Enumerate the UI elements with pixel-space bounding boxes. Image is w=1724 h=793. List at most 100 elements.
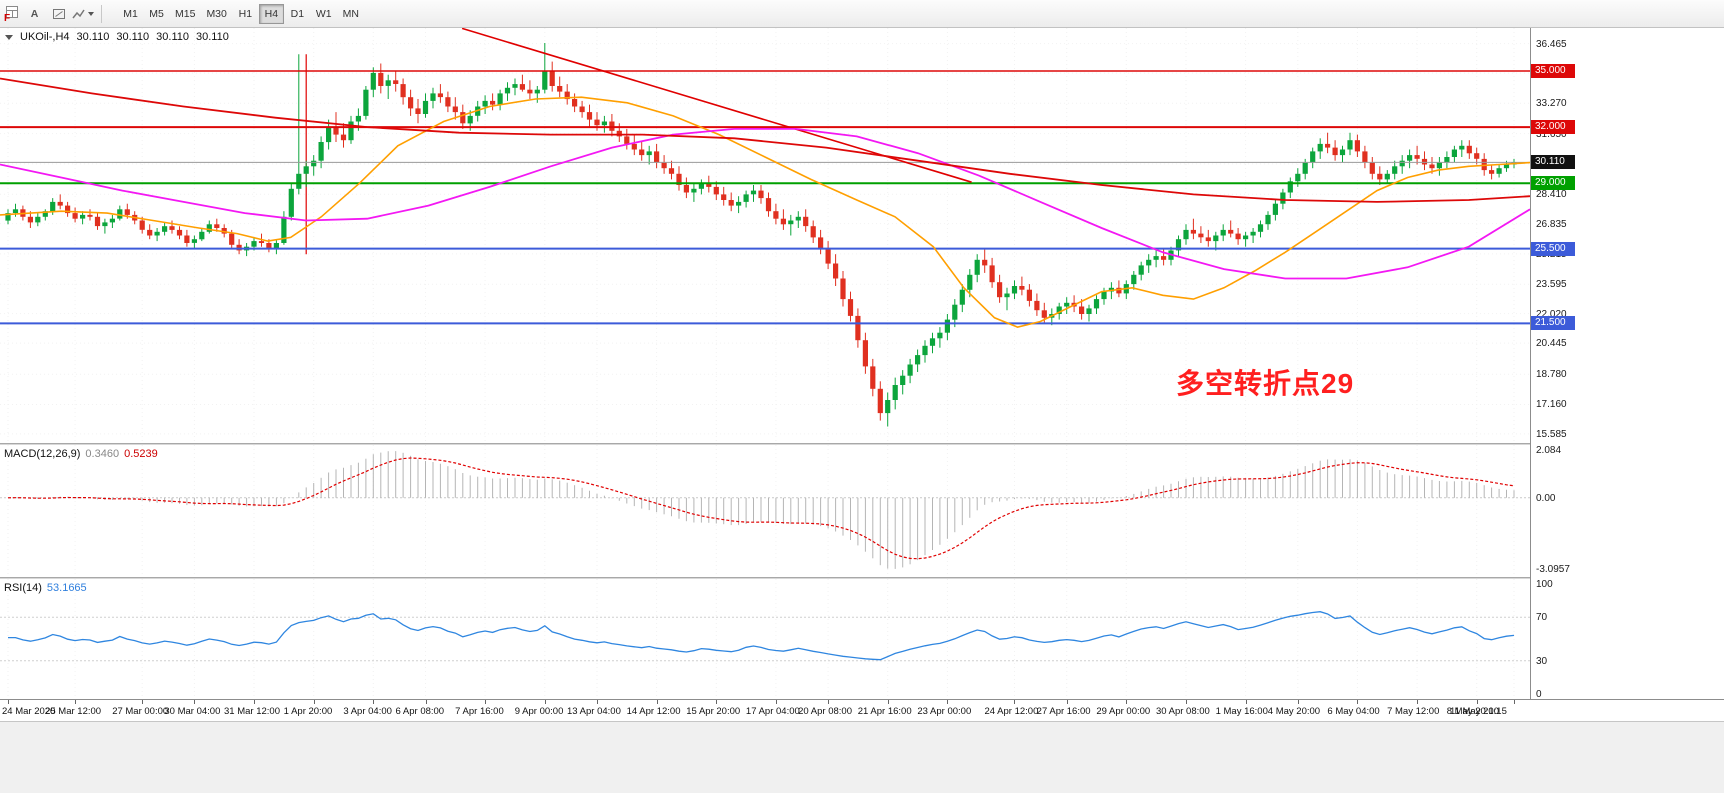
time-tick <box>1297 700 1299 704</box>
window-bottom-area <box>0 721 1724 793</box>
time-tick <box>425 700 427 704</box>
macd-label: MACD(12,26,9) 0.3460 0.5239 <box>4 448 158 460</box>
indicators-dropdown-icon[interactable] <box>71 3 94 25</box>
rsi-label: RSI(14) 53.1665 <box>4 582 87 594</box>
time-axis-label: 7 May 12:00 <box>1387 706 1440 717</box>
time-tick <box>1245 700 1247 704</box>
time-axis-label: 27 Mar 00:00 <box>112 706 169 717</box>
time-axis-label: 13 Apr 04:00 <box>566 706 621 717</box>
time-axis-label: 4 May 20:00 <box>1267 706 1321 717</box>
price-axis-label: 17.160 <box>1536 399 1567 411</box>
time-axis-label: 6 Apr 08:00 <box>395 706 445 717</box>
macd-panel[interactable]: MACD(12,26,9) 0.3460 0.5239 <box>0 445 1530 577</box>
macd-canvas[interactable] <box>0 445 1530 577</box>
panel-separator[interactable] <box>0 443 1724 445</box>
rsi-axis-label: 30 <box>1536 655 1548 667</box>
forex-f-icon: F <box>4 13 11 24</box>
chart-annotation-text: 多空转折点29 <box>1176 368 1355 399</box>
time-tick <box>1014 700 1016 704</box>
time-axis-label: 27 Apr 16:00 <box>1036 706 1091 717</box>
toolbar-divider <box>101 4 102 23</box>
timeframe-m15-button[interactable]: M15 <box>175 7 196 20</box>
toolbar: F A M1 M5 M15 M30 H1 H4 D1 W1 MN <box>0 0 1724 28</box>
time-axis-label: 20 Apr 08:00 <box>798 706 852 717</box>
ohlc-low: 30.110 <box>156 31 189 43</box>
time-axis-label: 17 Apr 04:00 <box>745 706 800 717</box>
time-tick <box>775 700 777 704</box>
time-axis-label: 25 Mar 12:00 <box>45 706 102 717</box>
objects-tool-icon[interactable] <box>49 3 69 25</box>
time-tick <box>544 700 546 704</box>
candlestick-canvas[interactable] <box>0 27 1531 443</box>
timeframe-buttons: M1 M5 M15 M30 H1 H4 D1 W1 MN <box>118 3 365 24</box>
timeframe-m5-button[interactable]: M5 <box>149 7 164 20</box>
time-axis-label: 9 Apr 00:00 <box>514 706 564 717</box>
time-axis[interactable]: 24 Mar 2020 25 Mar 12:00 27 Mar 00:00 30 Ma… <box>0 699 1724 721</box>
time-axis-label: 3 Apr 04:00 <box>343 706 392 717</box>
chart-window-icon[interactable] <box>2 1 22 23</box>
price-axis-label: 31.650 <box>1536 128 1567 140</box>
time-tick <box>596 700 598 704</box>
time-axis-label: 7 Apr 16:00 <box>455 706 504 717</box>
level-price-badge: 29.000 <box>1531 176 1575 191</box>
time-axis-label: 1 May 16:00 <box>1215 706 1268 717</box>
time-axis-label: 1 Apr 20:00 <box>283 706 333 717</box>
time-axis-label: 29 Apr 00:00 <box>1096 706 1151 717</box>
time-tick <box>254 700 256 704</box>
rsi-value: 53.1665 <box>46 582 87 594</box>
rsi-panel[interactable]: RSI(14) 53.1665 <box>0 579 1530 699</box>
level-price-badge: 21.500 <box>1531 316 1575 331</box>
time-axis-label: 24 Mar 2020 <box>2 706 56 717</box>
time-tick <box>656 700 658 704</box>
time-tick <box>373 700 375 704</box>
rsi-axis-label: 0 <box>1536 688 1542 700</box>
time-tick <box>1066 700 1068 704</box>
time-tick <box>1357 700 1359 704</box>
cursor-tool-button[interactable]: A <box>30 7 39 20</box>
macd-main-value: 0.3460 <box>85 448 120 460</box>
price-axis-label: 26.835 <box>1536 218 1567 230</box>
chevron-down-icon <box>88 11 94 16</box>
price-chart-panel[interactable]: UKOil-,H4 30.110 30.110 30.110 30.110 多空… <box>0 27 1531 443</box>
time-tick <box>8 700 9 704</box>
chart-window: UKOil-,H4 30.110 30.110 30.110 30.110 多空… <box>0 27 1724 793</box>
ohlc-open: 30.110 <box>76 31 110 43</box>
time-tick <box>1185 700 1187 704</box>
time-axis-label: 21 Apr 16:00 <box>857 706 912 717</box>
time-axis-label: 24 Apr 12:00 <box>984 706 1039 717</box>
rsi-axis-label: 70 <box>1536 612 1548 624</box>
time-tick <box>485 700 487 704</box>
level-price-badge: 35.000 <box>1531 63 1575 78</box>
timeframe-m1-button[interactable]: M1 <box>123 7 138 20</box>
time-tick <box>1476 700 1478 704</box>
rsi-axis-label: 100 <box>1536 579 1553 591</box>
timeframe-mn-button[interactable]: MN <box>342 7 359 20</box>
time-tick <box>194 700 196 704</box>
time-axis-label: 6 May 04:00 <box>1327 706 1380 717</box>
ohlc-high: 30.110 <box>116 31 150 43</box>
rsi-canvas[interactable] <box>0 579 1530 699</box>
timeframe-h1-button[interactable]: H1 <box>238 7 253 20</box>
timeframe-w1-button[interactable]: W1 <box>315 7 332 20</box>
price-axis-label: 18.780 <box>1536 369 1567 381</box>
time-tick <box>1514 700 1515 704</box>
time-tick <box>1417 700 1419 704</box>
timeframe-h4-button[interactable]: H4 <box>258 3 284 24</box>
chart-title: UKOil-,H4 30.110 30.110 30.110 30.110 <box>5 31 229 43</box>
price-axis-label: 22.020 <box>1536 308 1567 320</box>
macd-axis-label: 2.084 <box>1536 444 1562 456</box>
time-tick <box>1126 700 1128 704</box>
dropdown-arrow-icon[interactable] <box>5 34 13 40</box>
symbol-period-label: UKOil-,H4 <box>20 31 70 43</box>
time-axis-label: 23 Apr 00:00 <box>917 706 972 717</box>
price-axis-label: 36.465 <box>1536 38 1567 50</box>
price-axis-label: 28.410 <box>1536 189 1567 201</box>
panel-separator[interactable] <box>0 577 1724 579</box>
timeframe-d1-button[interactable]: D1 <box>290 7 305 20</box>
time-tick <box>313 700 315 704</box>
level-price-badge: 32.000 <box>1531 120 1575 135</box>
macd-axis-label: -3.0957 <box>1536 563 1570 575</box>
price-axis[interactable]: 36.46534.89033.27031.65030.03028.41026.8… <box>1530 28 1724 700</box>
time-axis-label: 31 Mar 12:00 <box>224 706 280 717</box>
timeframe-m30-button[interactable]: M30 <box>206 7 227 20</box>
